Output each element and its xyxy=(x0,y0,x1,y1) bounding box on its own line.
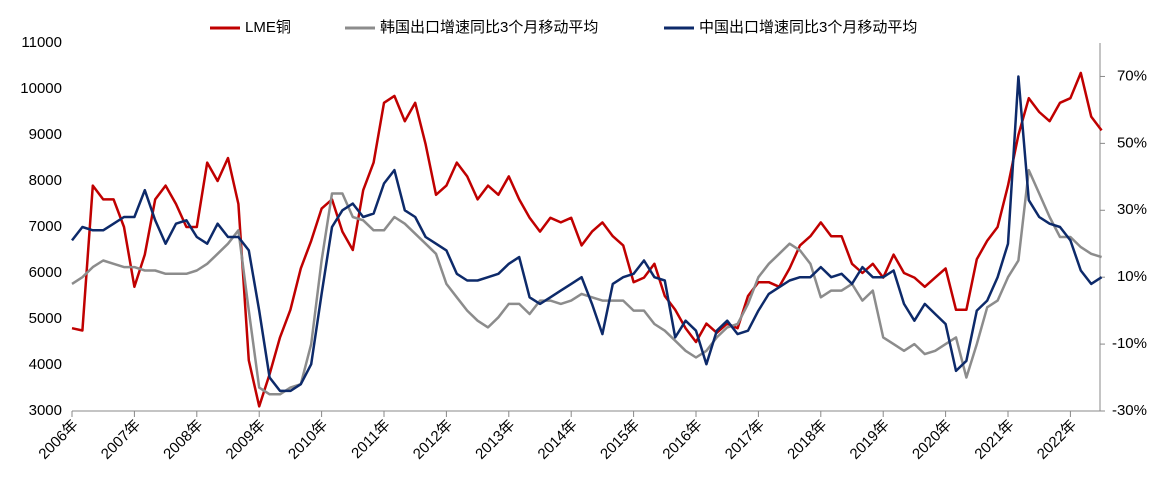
x-tick-label: 2021年 xyxy=(971,417,1017,463)
series-line xyxy=(71,71,1103,408)
y-tick-label: 8000 xyxy=(29,172,62,189)
x-tick-label: 2020年 xyxy=(909,417,955,463)
series-line xyxy=(71,168,1102,396)
y2-tick-label: 70% xyxy=(1117,67,1147,84)
y-tick-label: 11000 xyxy=(21,34,62,51)
y-tick-label: 3000 xyxy=(29,402,62,419)
y2-tick-label: -30% xyxy=(1112,402,1147,419)
x-tick-label: 2018年 xyxy=(784,417,830,463)
y-tick-label: 4000 xyxy=(29,356,62,373)
y-tick-label: 7000 xyxy=(29,218,62,235)
y-tick-label: 6000 xyxy=(29,264,62,281)
y-tick-label: 5000 xyxy=(29,310,62,327)
x-tick-label: 2012年 xyxy=(410,417,456,463)
y2-tick-label: 10% xyxy=(1117,268,1147,285)
y2-tick-label: 30% xyxy=(1117,201,1147,218)
x-tick-label: 2010年 xyxy=(285,417,331,463)
series-line xyxy=(71,75,1103,393)
x-tick-label: 2019年 xyxy=(847,417,893,463)
x-tick-label: 2016年 xyxy=(659,417,705,463)
x-tick-label: 2022年 xyxy=(1034,417,1080,463)
legend-label: 韩国出口增速同比3个月移动平均 xyxy=(380,19,598,36)
y2-tick-label: -10% xyxy=(1112,335,1147,352)
x-tick-label: 2006年 xyxy=(35,417,81,463)
y-tick-label: 9000 xyxy=(29,126,62,143)
x-tick-label: 2017年 xyxy=(722,417,768,463)
y-tick-label: 10000 xyxy=(20,80,62,97)
x-tick-label: 2009年 xyxy=(223,417,269,463)
x-tick-label: 2011年 xyxy=(348,417,393,462)
legend-label: 中国出口增速同比3个月移动平均 xyxy=(699,19,917,36)
x-tick-label: 2007年 xyxy=(98,417,144,463)
legend-label: LME铜 xyxy=(245,19,291,36)
x-tick-label: 2014年 xyxy=(535,417,581,463)
x-tick-label: 2013年 xyxy=(472,417,518,463)
y2-tick-label: 50% xyxy=(1117,134,1147,151)
x-tick-label: 2015年 xyxy=(597,417,643,463)
x-tick-label: 2008年 xyxy=(160,417,206,463)
